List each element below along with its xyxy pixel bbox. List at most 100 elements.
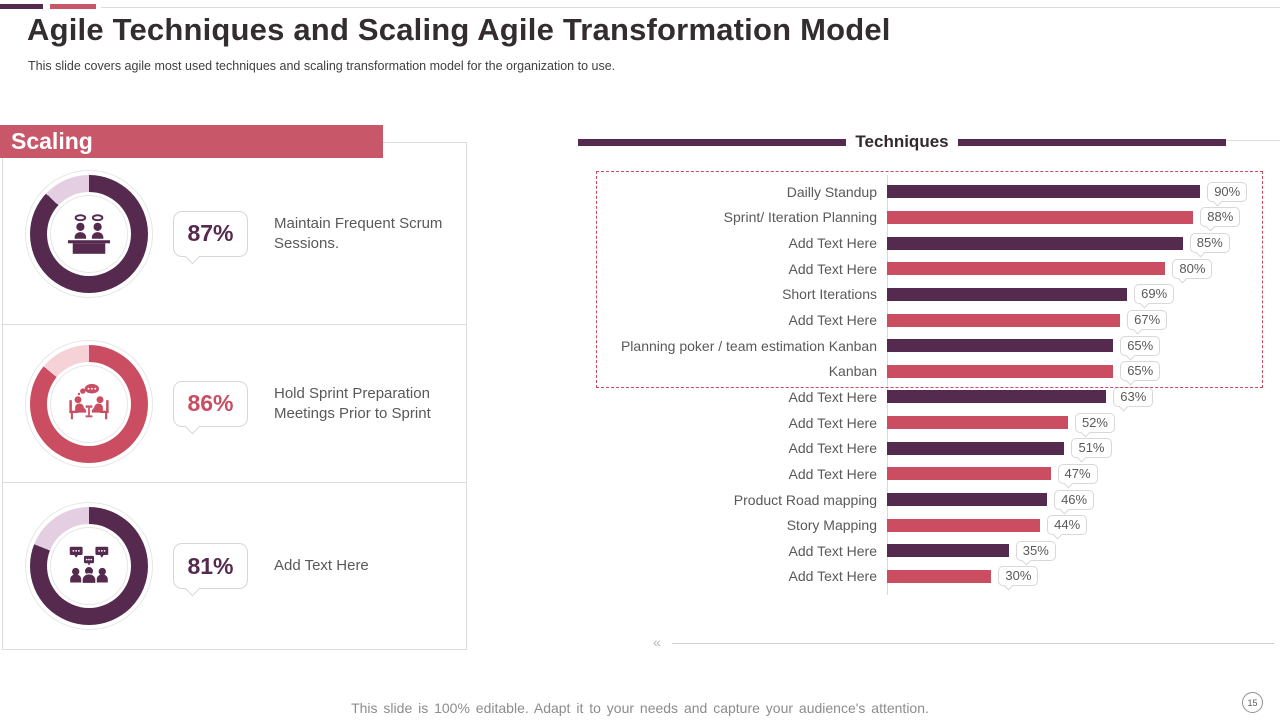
scaling-item: 81% Add Text Here — [3, 483, 466, 649]
bar — [887, 544, 1009, 558]
donut-ring — [30, 174, 148, 293]
bar-value-callout: 52% — [1074, 412, 1115, 433]
bar-category-label: Sprint/ Iteration Planning — [723, 209, 877, 226]
header-rule-left — [578, 138, 847, 146]
bar-value-callout: 46% — [1054, 489, 1095, 510]
scaling-item-label: Hold Sprint Preparation Meetings Prior t… — [274, 385, 431, 422]
chart-axis-line — [887, 175, 888, 595]
bar — [887, 236, 1183, 250]
chart-row: Add Text Here 35% — [600, 538, 1272, 564]
bar-category-label: Add Text Here — [788, 568, 877, 585]
bar-value-callout: 90% — [1207, 181, 1248, 202]
chart-row: Kanban 65% — [600, 358, 1272, 384]
percentage-callout: 81% — [173, 543, 248, 589]
chart-row: Add Text Here 67% — [600, 307, 1272, 333]
bar-category-label: Add Text Here — [788, 414, 877, 431]
bar-category-label: Add Text Here — [788, 312, 877, 329]
bar-category-label: Add Text Here — [788, 388, 877, 405]
percentage-value: 81% — [187, 552, 234, 579]
chart-row: Add Text Here 47% — [600, 461, 1272, 487]
donut-chart-87 — [25, 169, 153, 298]
bar — [887, 441, 1065, 455]
bar — [887, 390, 1107, 404]
bar-category-label: Planning poker / team estimation Kanban — [620, 337, 877, 354]
chart-row: Planning poker / team estimation Kanban 6… — [600, 333, 1272, 359]
team-discussion-icon — [69, 546, 109, 584]
bar-category-label: Add Text Here — [788, 440, 877, 457]
chart-row: Short Iterations 69% — [600, 282, 1272, 308]
bar — [887, 518, 1041, 532]
scaling-item-label: Maintain Frequent Scrum Sessions. — [274, 215, 443, 252]
scaling-item: 86% Hold Sprint Preparation Meetings Pri… — [3, 325, 466, 483]
chart-row: Dailly Standup 90% — [600, 179, 1272, 205]
bar-value-callout: 30% — [998, 566, 1039, 587]
bar-value-callout: 67% — [1127, 310, 1168, 331]
header-thin-line — [1226, 140, 1280, 141]
bar-value-callout: 65% — [1120, 361, 1161, 382]
bar — [887, 262, 1166, 276]
scaling-item-label: Add Text Here — [274, 557, 369, 575]
bar-category-label: Kanban — [828, 363, 877, 380]
page-number-badge: 15 — [1242, 692, 1263, 713]
bar-category-label: Add Text Here — [788, 465, 877, 482]
percentage-callout: 87% — [173, 210, 248, 257]
chart-row: Product Road mapping 46% — [600, 487, 1272, 513]
chart-row: Add Text Here 52% — [600, 410, 1272, 436]
page-subtitle: This slide covers agile most used techni… — [28, 59, 616, 73]
collapsed-scrollbar-icon: « — [653, 634, 661, 650]
bar — [887, 364, 1114, 378]
chart-row: Add Text Here 85% — [600, 230, 1272, 256]
chart-row: Add Text Here 30% — [600, 564, 1272, 590]
bar — [887, 210, 1194, 224]
bar-value-callout: 63% — [1113, 386, 1154, 407]
bar-value-callout: 65% — [1120, 335, 1161, 356]
bar — [887, 185, 1201, 199]
donut-hole — [51, 528, 127, 604]
percentage-value: 87% — [187, 220, 234, 246]
bar-category-label: Add Text Here — [788, 235, 877, 252]
accent-bar-red — [50, 4, 96, 9]
chart-row: Add Text Here 80% — [600, 256, 1272, 282]
donut-chart-86 — [25, 339, 153, 468]
bar-category-label: Dailly Standup — [786, 183, 877, 200]
top-divider-line — [101, 7, 1280, 8]
header-rule-right — [957, 138, 1227, 146]
footer-note: This slide is 100% editable. Adapt it to… — [351, 700, 929, 716]
bar-value-callout: 35% — [1015, 540, 1056, 561]
bar — [887, 416, 1068, 430]
scaling-panel: 87% Maintain Frequent Scrum Sessions. — [2, 142, 467, 650]
page-number: 15 — [1247, 697, 1258, 708]
donut-hole — [51, 195, 127, 272]
bar — [887, 569, 992, 583]
presenters-desk-icon — [67, 213, 111, 254]
bar-value-callout: 88% — [1200, 207, 1241, 228]
chart-row: Add Text Here 63% — [600, 384, 1272, 410]
bar-category-label: Short Iterations — [782, 286, 877, 303]
bar-category-label: Story Mapping — [786, 517, 877, 534]
techniques-section-heading: Techniques — [855, 132, 949, 151]
meeting-table-icon — [69, 383, 109, 419]
donut-chart-81 — [25, 502, 153, 630]
bar-value-callout: 85% — [1189, 233, 1230, 254]
bar — [887, 339, 1114, 353]
chart-row: Story Mapping 44% — [600, 512, 1272, 538]
bar — [887, 467, 1051, 481]
scaling-section-heading: Scaling — [0, 125, 383, 158]
bar — [887, 313, 1121, 327]
donut-ring — [30, 344, 148, 463]
techniques-section-header: Techniques — [578, 132, 1227, 152]
bar-value-callout: 80% — [1172, 258, 1213, 279]
techniques-bar-chart: Dailly Standup 90% Sprint/ Iteration Plann… — [600, 179, 1272, 589]
accent-bar-purple — [0, 4, 43, 9]
bar — [887, 493, 1048, 506]
bar-value-callout: 69% — [1134, 284, 1175, 305]
chart-row: Add Text Here 51% — [600, 435, 1272, 461]
scaling-item: 87% Maintain Frequent Scrum Sessions. — [3, 143, 466, 325]
bar-value-callout: 44% — [1047, 515, 1088, 536]
bar-category-label: Add Text Here — [788, 260, 877, 277]
donut-ring — [30, 507, 148, 625]
percentage-value: 86% — [187, 390, 234, 416]
donut-hole — [51, 365, 127, 442]
bar-category-label: Add Text Here — [788, 542, 877, 559]
